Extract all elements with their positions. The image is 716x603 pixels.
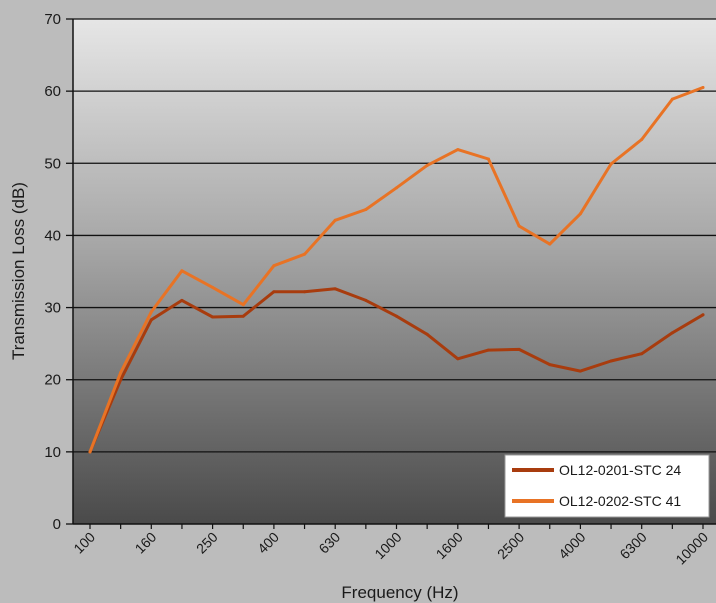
y-tick-label-3: 30 <box>44 300 61 317</box>
gridlines <box>73 18 716 453</box>
x-tick-label-160: 160 <box>132 529 160 557</box>
series-0-point-15 <box>548 363 552 367</box>
series-1-point-4 <box>211 285 215 289</box>
series-0-point-11 <box>425 332 429 336</box>
legend-label-1: OL12-0202-STC 41 <box>559 493 681 509</box>
series-0-point-7 <box>303 290 307 294</box>
series-0-point-9 <box>364 298 368 302</box>
series-0-point-14 <box>517 347 521 351</box>
series-1-point-1 <box>119 371 123 374</box>
series-1-point-14 <box>517 224 521 228</box>
series-1-point-12 <box>456 148 460 152</box>
y-tick-label-0: 0 <box>53 516 61 533</box>
series-1-point-13 <box>486 157 490 161</box>
series-1-point-0 <box>88 450 92 454</box>
x-tick-label-100: 100 <box>70 529 98 557</box>
series-1-point-17 <box>609 162 613 166</box>
x-tick-label-2500: 2500 <box>494 529 527 562</box>
y-tick-label-6: 60 <box>44 83 61 100</box>
series-1-point-8 <box>333 218 337 222</box>
x-tick-label-6300: 6300 <box>616 529 649 562</box>
x-tick-label-1600: 1600 <box>433 529 466 562</box>
series-0-point-20 <box>701 313 705 317</box>
series-0-point-4 <box>211 315 215 319</box>
x-tick-label-630: 630 <box>315 529 343 557</box>
series-1-point-19 <box>670 97 674 101</box>
series-0-point-1 <box>119 378 123 382</box>
x-tick-label-1000: 1000 <box>371 529 404 562</box>
plot-area <box>73 19 716 524</box>
legend-box <box>504 454 710 518</box>
series-1-point-15 <box>548 242 552 246</box>
series-0-point-17 <box>609 359 613 363</box>
y-tick-label-4: 40 <box>44 227 61 244</box>
x-tick-labels: 100 160 250 400 630 1000 1600 2500 4000 6300 10000 <box>70 524 711 568</box>
series-0-point-19 <box>670 331 674 335</box>
series-1-point-10 <box>395 186 398 190</box>
axes <box>72 19 716 525</box>
series-1-point-7 <box>303 252 307 256</box>
y-tick-label-1: 10 <box>44 444 61 461</box>
x-tick-label-250: 250 <box>193 529 221 557</box>
series-0-point-10 <box>395 314 398 318</box>
x-tick-label-10000: 10000 <box>672 529 711 568</box>
series-1-point-11 <box>425 163 429 167</box>
series-1-point-9 <box>364 207 368 211</box>
series-0-point-18 <box>640 352 644 356</box>
series-1-point-18 <box>640 137 644 141</box>
series-lines <box>88 86 705 454</box>
y-tick-label-7: 70 <box>44 11 61 28</box>
series-0-point-8 <box>333 287 337 291</box>
series-0-point-2 <box>149 318 153 322</box>
y-axis-title: Transmission Loss (dB) <box>9 182 28 360</box>
y-tick-label-5: 50 <box>44 155 61 172</box>
series-1-point-16 <box>578 212 582 216</box>
series-0-point-3 <box>180 298 184 302</box>
series-1-point-20 <box>701 86 705 90</box>
x-tick-label-400: 400 <box>254 529 282 557</box>
series-1-point-3 <box>180 269 184 273</box>
series-0-point-5 <box>241 314 245 318</box>
series-1-point-2 <box>149 310 153 314</box>
series-0-point-16 <box>578 369 582 373</box>
series-0-point-6 <box>272 290 276 294</box>
series-0-point-13 <box>486 348 490 352</box>
legend-label-0: OL12-0201-STC 24 <box>559 462 681 478</box>
series-0-point-12 <box>456 357 460 361</box>
y-tick-label-2: 20 <box>44 372 61 389</box>
series-1-point-5 <box>241 303 245 307</box>
x-axis-title: Frequency (Hz) <box>341 583 458 602</box>
x-tick-label-4000: 4000 <box>555 529 588 562</box>
legend: OL12-0201-STC 24 OL12-0202-STC 41 <box>504 454 710 518</box>
y-tick-labels: 0 10 20 30 40 50 60 70 <box>44 11 73 533</box>
series-1-point-6 <box>272 264 276 268</box>
